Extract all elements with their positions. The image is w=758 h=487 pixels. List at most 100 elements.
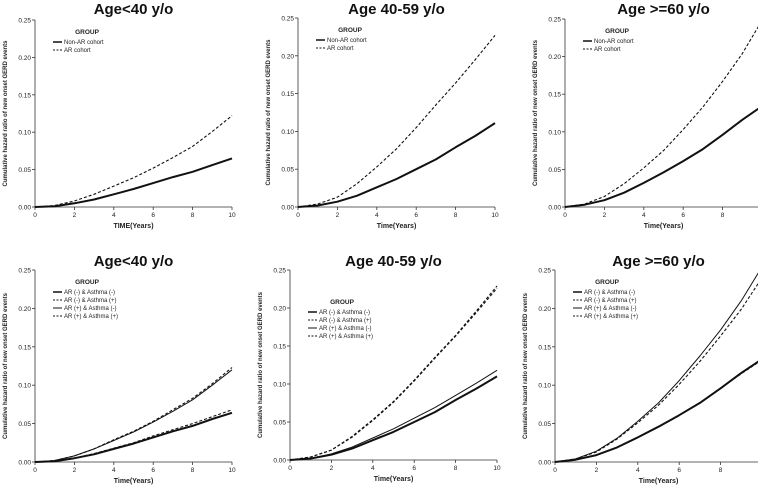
y-tick-label: 0.05	[18, 167, 31, 174]
series-line-4	[554, 282, 758, 463]
y-tick-label: 0.25	[18, 268, 31, 275]
legend-entry-label: AR (-) & Asthma (+)	[584, 298, 637, 304]
series-line-3	[289, 369, 498, 461]
legend-title: GROUP	[75, 29, 100, 36]
series-line-4	[34, 367, 233, 463]
x-tick-label: 0	[563, 212, 567, 219]
y-axis-label: Cumulative hazard ratio of new onset GER…	[3, 292, 9, 439]
legend-title: GROUP	[75, 279, 100, 286]
legend-title: GROUP	[330, 299, 355, 306]
chart-panel-4: Age<40 y/o 0.00 0.05 0.10 0.15 0.20 0.25 0 2 4 6 8 1…	[3, 253, 236, 485]
y-tick-label: 0.15	[281, 91, 294, 98]
x-tick-label: 4	[636, 467, 640, 474]
x-tick-label: 2	[595, 467, 599, 474]
y-tick-label: 0.25	[548, 17, 561, 24]
legend-title: GROUP	[595, 279, 620, 286]
x-tick-label: 4	[371, 465, 375, 472]
legend-entry-label: AR (-) & Asthma (-)	[584, 290, 635, 296]
chart-panel-5: Age 40-59 y/o 0.00 0.05 0.10 0.15 0.20 0.25 0 2 4…	[258, 253, 501, 483]
y-tick-label: 0.10	[281, 129, 294, 136]
x-tick-label: 6	[151, 212, 155, 219]
y-axis-label: Cumulative hazard ratio of new onset GER…	[3, 40, 9, 187]
y-axis-label: Cumulative hazard ratio of new onset GER…	[523, 292, 529, 439]
x-tick-label: 0	[288, 465, 292, 472]
x-tick-label: 0	[296, 212, 300, 219]
y-tick-label: 0.15	[18, 92, 31, 99]
x-tick-label: 2	[336, 212, 340, 219]
y-tick-label: 0.10	[18, 130, 31, 137]
legend-title: GROUP	[338, 27, 363, 34]
series-line-2	[34, 409, 233, 463]
x-tick-label: 2	[73, 212, 77, 219]
x-tick-label: 0	[33, 467, 37, 474]
chart-panel-1: Age<40 y/o 0.00 0.05 0.10 0.15 0.20 0.25 0 2 4 6 8 1…	[3, 1, 236, 230]
x-tick-label: 8	[191, 467, 195, 474]
x-axis-label: Time(Years)	[377, 223, 417, 230]
x-tick-label: 8	[191, 212, 195, 219]
x-tick-label: 6	[414, 212, 418, 219]
y-tick-label: 0.20	[538, 306, 551, 313]
x-tick-label: 6	[151, 467, 155, 474]
series-line-1	[554, 360, 758, 463]
y-tick-label: 0.25	[538, 268, 551, 275]
x-tick-label: 4	[375, 212, 379, 219]
y-tick-label: 0.05	[273, 420, 286, 427]
y-tick-label: 0.10	[548, 129, 561, 136]
x-tick-label: 0	[553, 467, 557, 474]
series-line-4	[289, 287, 498, 461]
series-line-1	[564, 107, 758, 208]
y-tick-label: 0.20	[281, 53, 294, 60]
x-tick-label: 4	[112, 467, 116, 474]
series-line-2	[34, 115, 233, 208]
series-line-1	[34, 411, 233, 463]
y-tick-label: 0.20	[18, 55, 31, 62]
y-tick-label: 0.00	[281, 205, 294, 212]
x-tick-label: 2	[330, 465, 334, 472]
x-tick-label: 6	[677, 467, 681, 474]
chart-title: Age >=60 y/o	[612, 253, 705, 270]
chart-panel-6: Age >=60 y/o 0.00 0.05 0.10 0.15 0.20 0.25 0 2 4 6…	[523, 253, 758, 485]
x-tick-label: 2	[603, 212, 607, 219]
legend-entry-label: AR (+) & Asthma (-)	[319, 326, 372, 332]
legend-entry-label: AR (+) & Asthma (-)	[64, 306, 117, 312]
legend-entry-label: AR (-) & Asthma (+)	[319, 318, 372, 324]
y-tick-label: 0.25	[18, 18, 31, 25]
x-tick-label: 8	[454, 212, 458, 219]
y-tick-label: 0.00	[538, 460, 551, 467]
y-tick-label: 0.10	[18, 383, 31, 390]
series-line-3	[34, 369, 233, 463]
x-tick-label: 10	[493, 465, 501, 472]
y-tick-label: 0.00	[18, 460, 31, 467]
y-tick-label: 0.05	[538, 421, 551, 428]
y-tick-label: 0.05	[18, 421, 31, 428]
x-tick-label: 4	[642, 212, 646, 219]
y-axis-label: Cumulative hazard ratio of new onset GER…	[533, 39, 539, 186]
x-axis-label: Time(Years)	[639, 478, 679, 485]
chart-title: Age 40-59 y/o	[348, 1, 445, 18]
x-tick-label: 6	[681, 212, 685, 219]
chart-title: Age >=60 y/o	[617, 1, 710, 18]
x-tick-label: 10	[228, 212, 236, 219]
y-tick-label: 0.15	[18, 344, 31, 351]
x-axis-label: Time(Years)	[374, 476, 414, 483]
legend-entry-label: Non-AR cohort	[594, 39, 634, 45]
y-axis-label: Cumulative hazard ratio of new onset GER…	[266, 39, 272, 186]
legend-entry-label: AR (-) & Asthma (-)	[64, 290, 115, 296]
y-tick-label: 0.10	[538, 383, 551, 390]
x-tick-label: 6	[412, 465, 416, 472]
legend-entry-label: Non-AR cohort	[64, 40, 104, 46]
legend-entry-label: AR cohort	[594, 47, 621, 53]
y-tick-label: 0.20	[18, 306, 31, 313]
y-tick-label: 0.25	[281, 16, 294, 23]
legend-entry-label: AR (-) & Asthma (+)	[64, 298, 117, 304]
y-tick-label: 0.00	[273, 458, 286, 465]
chart-panel-2: Age 40-59 y/o 0.00 0.05 0.10 0.15 0.20 0.25 0 2 4…	[266, 1, 499, 230]
legend-entry-label: AR (-) & Asthma (-)	[319, 310, 370, 316]
x-tick-label: 4	[112, 212, 116, 219]
legend-entry-label: AR (+) & Asthma (-)	[584, 306, 637, 312]
y-tick-label: 0.15	[548, 92, 561, 99]
legend-entry-label: Non-AR cohort	[327, 38, 367, 44]
legend-entry-label: AR cohort	[64, 48, 91, 54]
legend-entry-label: AR (+) & Asthma (+)	[64, 314, 118, 320]
